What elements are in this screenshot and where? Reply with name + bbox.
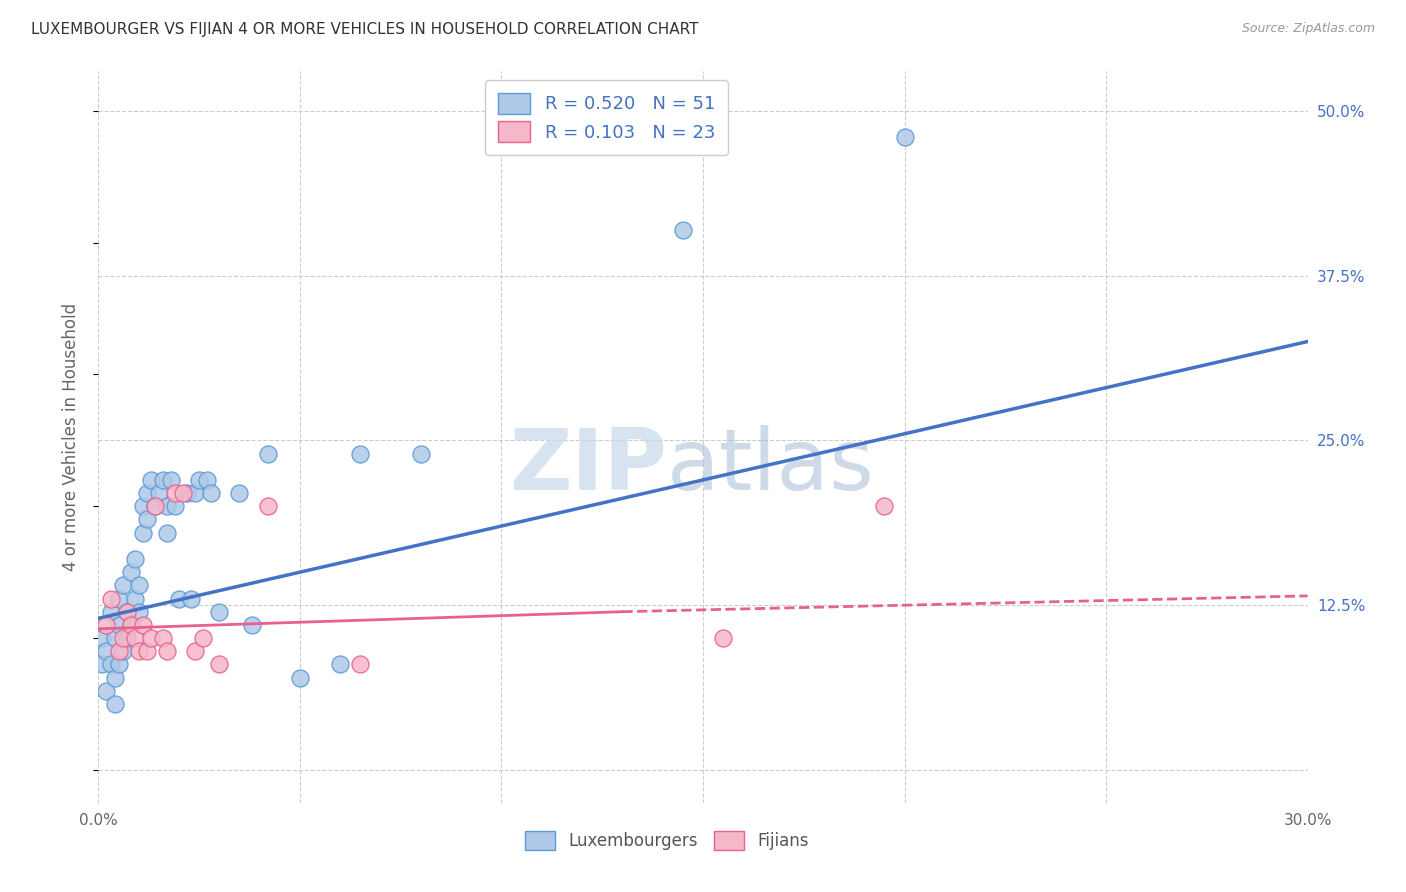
Point bbox=[120, 618, 142, 632]
Point bbox=[107, 657, 129, 672]
Point bbox=[115, 605, 138, 619]
Text: Source: ZipAtlas.com: Source: ZipAtlas.com bbox=[1241, 22, 1375, 36]
Y-axis label: 4 or more Vehicles in Household: 4 or more Vehicles in Household bbox=[62, 303, 80, 571]
Point bbox=[163, 500, 186, 514]
Legend: Luxembourgers, Fijians: Luxembourgers, Fijians bbox=[515, 821, 818, 860]
Point bbox=[139, 473, 162, 487]
Point bbox=[184, 486, 207, 500]
Point bbox=[156, 525, 179, 540]
Point bbox=[167, 591, 190, 606]
Point bbox=[124, 631, 146, 645]
Point bbox=[91, 657, 114, 672]
Point bbox=[100, 591, 122, 606]
Point bbox=[124, 552, 146, 566]
Point bbox=[409, 446, 432, 460]
Point bbox=[172, 486, 194, 500]
Point bbox=[100, 605, 122, 619]
Point bbox=[91, 631, 114, 645]
Point bbox=[132, 500, 155, 514]
Point bbox=[288, 671, 311, 685]
Point bbox=[349, 657, 371, 672]
Point bbox=[132, 525, 155, 540]
Point bbox=[103, 631, 125, 645]
Point bbox=[103, 671, 125, 685]
Point bbox=[107, 644, 129, 658]
Point bbox=[208, 605, 231, 619]
Point bbox=[152, 631, 174, 645]
Point bbox=[329, 657, 352, 672]
Point bbox=[873, 500, 896, 514]
Text: atlas: atlas bbox=[666, 425, 875, 508]
Point bbox=[711, 631, 734, 645]
Point bbox=[135, 486, 157, 500]
Point bbox=[96, 683, 118, 698]
Point bbox=[132, 618, 155, 632]
Point bbox=[152, 473, 174, 487]
Point bbox=[128, 644, 150, 658]
Point bbox=[195, 473, 218, 487]
Point bbox=[184, 644, 207, 658]
Point bbox=[143, 500, 166, 514]
Point bbox=[193, 631, 215, 645]
Point bbox=[128, 578, 150, 592]
Text: LUXEMBOURGER VS FIJIAN 4 OR MORE VEHICLES IN HOUSEHOLD CORRELATION CHART: LUXEMBOURGER VS FIJIAN 4 OR MORE VEHICLE… bbox=[31, 22, 699, 37]
Point bbox=[240, 618, 263, 632]
Point bbox=[176, 486, 198, 500]
Point bbox=[349, 446, 371, 460]
Text: ZIP: ZIP bbox=[509, 425, 666, 508]
Point bbox=[672, 222, 695, 236]
Point bbox=[148, 486, 170, 500]
Point bbox=[111, 631, 134, 645]
Point bbox=[228, 486, 250, 500]
Point bbox=[120, 618, 142, 632]
Point bbox=[107, 591, 129, 606]
Point bbox=[111, 644, 134, 658]
Point bbox=[115, 605, 138, 619]
Point bbox=[135, 644, 157, 658]
Point bbox=[160, 473, 183, 487]
Point bbox=[256, 500, 278, 514]
Point bbox=[156, 644, 179, 658]
Point bbox=[128, 605, 150, 619]
Point bbox=[156, 500, 179, 514]
Point bbox=[139, 631, 162, 645]
Point bbox=[188, 473, 211, 487]
Point bbox=[107, 618, 129, 632]
Point bbox=[180, 591, 202, 606]
Point bbox=[96, 644, 118, 658]
Point bbox=[256, 446, 278, 460]
Point bbox=[124, 591, 146, 606]
Point bbox=[103, 697, 125, 711]
Point bbox=[208, 657, 231, 672]
Point bbox=[893, 130, 915, 145]
Point bbox=[96, 618, 118, 632]
Point bbox=[111, 578, 134, 592]
Point bbox=[163, 486, 186, 500]
Point bbox=[115, 631, 138, 645]
Point bbox=[120, 565, 142, 579]
Point bbox=[200, 486, 222, 500]
Point bbox=[100, 657, 122, 672]
Point bbox=[135, 512, 157, 526]
Point bbox=[143, 500, 166, 514]
